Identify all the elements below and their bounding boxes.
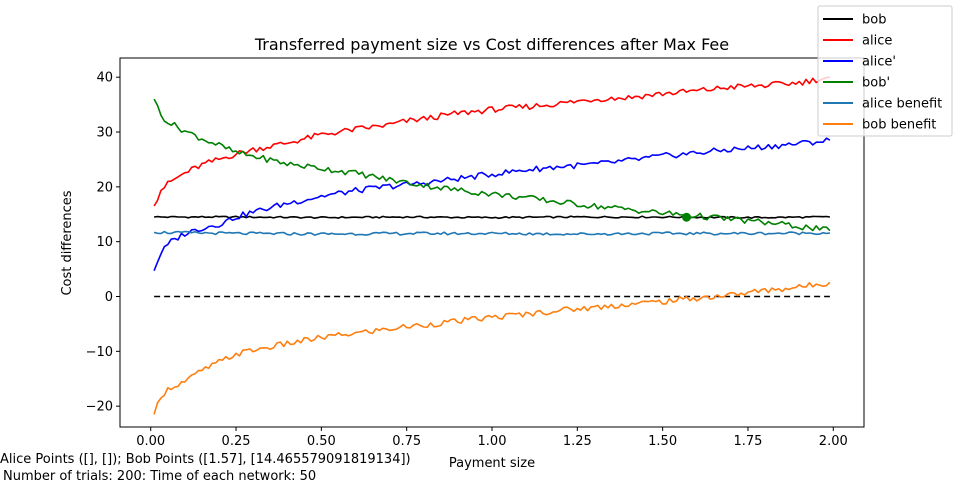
y-tick-label: 0 bbox=[105, 290, 113, 305]
legend-label-alice-prime: alice' bbox=[862, 55, 896, 70]
legend-label-bob-prime: bob' bbox=[862, 76, 890, 91]
x-tick-label: 2.00 bbox=[819, 434, 848, 449]
bob-point-marker bbox=[682, 212, 692, 222]
legend-items: bob alice alice' bob' alice benefit bob benef… bbox=[823, 13, 942, 133]
series-line-alice bbox=[153, 76, 831, 207]
x-tick-label: 1.25 bbox=[563, 434, 592, 449]
y-tick-label: 30 bbox=[96, 126, 113, 141]
y-tick-label: 40 bbox=[96, 71, 113, 86]
series-line-bob-benefit bbox=[153, 281, 831, 415]
legend-label-bob: bob bbox=[862, 13, 886, 28]
y-tick-label: 20 bbox=[96, 180, 113, 195]
y-tick-label: −10 bbox=[86, 345, 113, 360]
legend-label-alice-benefit: alice benefit bbox=[862, 97, 942, 112]
legend-label-alice: alice bbox=[862, 34, 892, 49]
plot-layer bbox=[153, 76, 831, 415]
series-line-bob bbox=[154, 215, 831, 220]
ticks-layer: 0.00 0.25 0.50 0.75 1.00 1.25 1.50 1.75 2.00 −20 −… bbox=[86, 71, 848, 449]
x-tick-label: 0.50 bbox=[307, 434, 336, 449]
legend-label-bob-benefit: bob benefit bbox=[862, 118, 936, 133]
footer-line-1: Alice Points ([], []); Bob Points ([1.57… bbox=[0, 452, 411, 467]
y-axis-label: Cost differences bbox=[60, 190, 75, 295]
x-tick-label: 1.50 bbox=[648, 434, 677, 449]
legend: bob alice alice' bob' alice benefit bob benef… bbox=[817, 5, 953, 137]
series-line-bob-prime bbox=[153, 98, 831, 232]
y-tick-label: 10 bbox=[96, 235, 113, 250]
x-axis-label: Payment size bbox=[449, 456, 535, 471]
x-tick-label: 1.00 bbox=[478, 434, 507, 449]
x-tick-label: 0.00 bbox=[136, 434, 165, 449]
x-tick-label: 0.25 bbox=[222, 434, 251, 449]
footer-line-2: Number of trials: 200: Time of each netw… bbox=[3, 469, 316, 480]
series-line-alice-benefit bbox=[153, 230, 831, 236]
x-tick-label: 0.75 bbox=[392, 434, 421, 449]
x-tick-label: 1.75 bbox=[733, 434, 762, 449]
y-tick-label: −20 bbox=[86, 400, 113, 415]
series-line-alice-prime bbox=[153, 137, 831, 271]
chart-title: Transferred payment size vs Cost differe… bbox=[254, 35, 729, 54]
